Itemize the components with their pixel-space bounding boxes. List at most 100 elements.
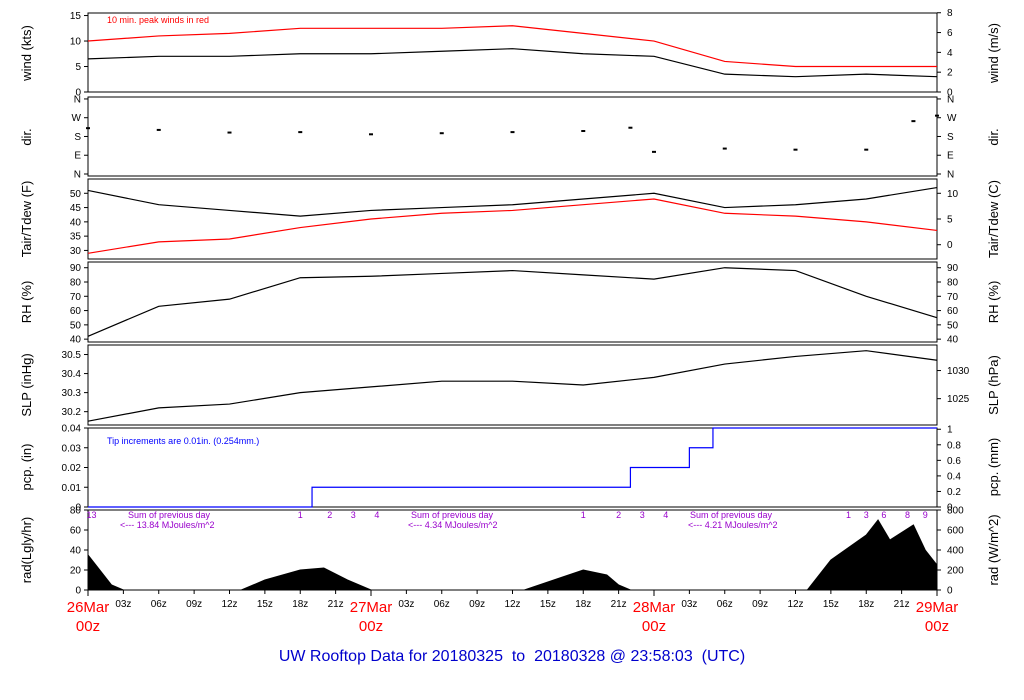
temp-ylabel-right: Tair/Tdew (C): [986, 180, 1001, 258]
dir-tick-label-left: W: [72, 113, 82, 124]
footer-time: 23:58:03: [630, 648, 693, 665]
x-day-label: 29Mar: [916, 599, 959, 616]
rad-sum-label-2: Sum of previous day: [411, 510, 494, 520]
dir-tick-label-right: N: [947, 94, 954, 105]
wind-tick-label-left: 15: [70, 11, 82, 22]
dir-tick-label-right: W: [947, 113, 957, 124]
x-hour-label: 12z: [221, 599, 237, 610]
x-hour-label: 15z: [257, 599, 273, 610]
x-hour-label: 09z: [752, 599, 768, 610]
temp-series-2-line: [87, 198, 938, 254]
slp-tick-label-right: 1025: [947, 394, 970, 405]
x-hour-label: 21z: [894, 599, 910, 610]
temp-ylabel: Tair/Tdew (F): [19, 181, 34, 258]
footer-title: UW Rooftop Data for 20180325 to 20180328…: [0, 648, 1024, 666]
panel-dir: dir. dir.: [19, 96, 1001, 177]
slp-tick-label-left: 30.5: [62, 350, 82, 361]
temp-tick-label-left: 30: [70, 246, 82, 257]
panel-pcp: pcp. (in) pcp. (mm) Tip increments are 0…: [19, 427, 1001, 508]
rad-hour-mark: 3: [640, 510, 645, 520]
dir-tick-label-left: N: [74, 94, 81, 105]
rh-tick-label-right: 80: [947, 278, 959, 289]
rad-hour-mark: 4: [374, 510, 379, 520]
temp-series-1-line: [87, 186, 938, 217]
rad-tick-label-left: 40: [70, 546, 82, 557]
dir-tick-label-right: S: [947, 132, 954, 143]
panel-wind: wind (kts) wind (m/s) 10 min. peak winds…: [19, 12, 1001, 93]
panel-temp: Tair/Tdew (F) Tair/Tdew (C): [19, 178, 1001, 260]
rad-tick-label-right: 200: [947, 566, 964, 577]
rh-tick-label-right: 40: [947, 335, 959, 346]
wind-series-1-line: [87, 48, 938, 78]
panel-slp: SLP (inHg) SLP (hPa): [19, 344, 1001, 426]
rad-tick-label-right: 400: [947, 546, 964, 557]
rad-hour-mark: 4: [663, 510, 668, 520]
temp-tick-label-left: 50: [70, 189, 82, 200]
x-day-label: 28Mar: [633, 599, 676, 616]
x-day-label: 27Mar: [350, 599, 393, 616]
rh-tick-label-left: 40: [70, 335, 82, 346]
x-hour-label: 15z: [540, 599, 556, 610]
footer-label: UW Rooftop Data for: [278, 648, 428, 665]
x-hour-label: 06z: [151, 599, 167, 610]
rad-hour-mark: 8: [905, 510, 910, 520]
panel-slp-frame: [87, 344, 938, 426]
x-hour-label: 03z: [681, 599, 697, 610]
pcp-tick-label-right: 0.2: [947, 487, 961, 498]
x-day-time: 00z: [642, 618, 666, 635]
slp-tick-label-left: 30.3: [62, 388, 82, 399]
rad-hour-mark: 13: [87, 510, 97, 520]
wind-ylabel: wind (kts): [19, 25, 34, 82]
pcp-tick-label-right: 0.6: [947, 456, 961, 467]
rh-tick-label-left: 80: [70, 278, 82, 289]
rh-tick-label-left: 60: [70, 306, 82, 317]
x-hour-label: 03z: [115, 599, 131, 610]
rh-tick-label-right: 60: [947, 306, 959, 317]
dir-tick-label-right: N: [947, 170, 954, 181]
rad-area: [87, 519, 938, 591]
dir-point: [510, 131, 515, 134]
wind-tick-label-left: 0: [75, 88, 81, 99]
rad-hour-mark: 2: [327, 510, 332, 520]
dir-point: [935, 114, 939, 117]
x-hour-label: 06z: [434, 599, 450, 610]
pcp-ylabel: pcp. (in): [19, 444, 34, 491]
rad-sum-label-1: Sum of previous day: [128, 510, 211, 520]
rad-hour-mark: 3: [864, 510, 869, 520]
panel-rh-frame: [87, 261, 938, 343]
rh-ylabel-right: RH (%): [986, 281, 1001, 324]
x-hour-label: 06z: [717, 599, 733, 610]
pcp-tick-label-right: 0.8: [947, 440, 961, 451]
dir-tick-label-right: E: [947, 151, 954, 162]
wind-tick-label-left: 5: [75, 62, 81, 73]
pcp-tick-label-right: 0.4: [947, 471, 961, 482]
panel-rad-frame: [87, 509, 938, 591]
x-hour-label: 12z: [504, 599, 520, 610]
wind-tick-label-right: 0: [947, 88, 953, 99]
dir-point: [298, 131, 303, 134]
rad-tick-label-left: 80: [70, 506, 82, 517]
chart-marks: 05101502468NESWNNESWN3035404550051040506…: [62, 8, 970, 596]
pcp-tip-annotation: Tip increments are 0.01in. (0.254mm.): [107, 436, 259, 446]
rh-tick-label-right: 70: [947, 292, 959, 303]
dir-point: [793, 148, 798, 151]
slp-tick-label-right: 1030: [947, 366, 970, 377]
rad-sum-label-3: Sum of previous day: [690, 510, 773, 520]
x-hour-label: 03z: [398, 599, 414, 610]
wind-tick-label-right: 4: [947, 48, 953, 59]
pcp-ylabel-right: pcp. (mm): [986, 438, 1001, 497]
pcp-tick-label-left: 0.04: [62, 424, 82, 435]
footer-sep: to: [511, 648, 526, 665]
pcp-tick-label-left: 0: [75, 503, 81, 514]
wind-tick-label-right: 8: [947, 8, 953, 19]
dir-point: [369, 133, 373, 136]
x-hour-label: 09z: [186, 599, 202, 610]
dir-point: [911, 120, 916, 123]
x-hour-label: 15z: [823, 599, 839, 610]
slp-tick-label-left: 30.2: [62, 407, 82, 418]
x-hour-label: 21z: [611, 599, 627, 610]
rad-tick-label-right: 0: [947, 586, 953, 597]
wind-tick-label-right: 2: [947, 68, 953, 79]
slp-ylabel: SLP (inHg): [19, 353, 34, 416]
x-day-time: 00z: [76, 618, 100, 635]
